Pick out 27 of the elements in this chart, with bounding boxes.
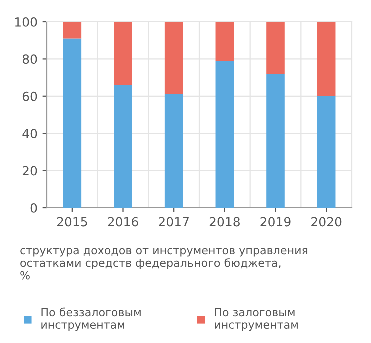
bar xyxy=(266,22,285,74)
y-tick-label: 80 xyxy=(22,54,38,64)
legend-label: По беззалоговым инструментам xyxy=(42,308,141,332)
x-tick-label: 2017 xyxy=(159,217,189,227)
bar xyxy=(63,38,82,208)
bar xyxy=(114,22,132,86)
y-tick-label: 0 xyxy=(30,203,38,213)
y-tick-label: 100 xyxy=(15,17,38,27)
bar xyxy=(216,61,234,208)
x-tick-label: 2019 xyxy=(260,217,291,227)
y-tick-label: 60 xyxy=(22,92,38,102)
text: структура доходов от инструментов управления остатками средств федерального бюджета, % xyxy=(20,248,308,280)
x-tick-label: 2020 xyxy=(312,217,342,227)
bar xyxy=(317,22,336,96)
y-tick-label: 20 xyxy=(22,166,38,176)
legend-label: По залоговым инструментам xyxy=(215,308,298,332)
bar xyxy=(317,96,336,208)
bar xyxy=(216,22,234,62)
x-tick-label: 2018 xyxy=(210,217,240,227)
y-tick-label: 40 xyxy=(22,129,38,139)
x-tick-label: 2015 xyxy=(57,217,88,227)
bar xyxy=(114,85,132,208)
bar xyxy=(164,94,184,208)
bar xyxy=(63,22,82,39)
x-tick-label: 2016 xyxy=(108,217,138,227)
bar xyxy=(164,22,184,95)
bar xyxy=(266,74,285,208)
